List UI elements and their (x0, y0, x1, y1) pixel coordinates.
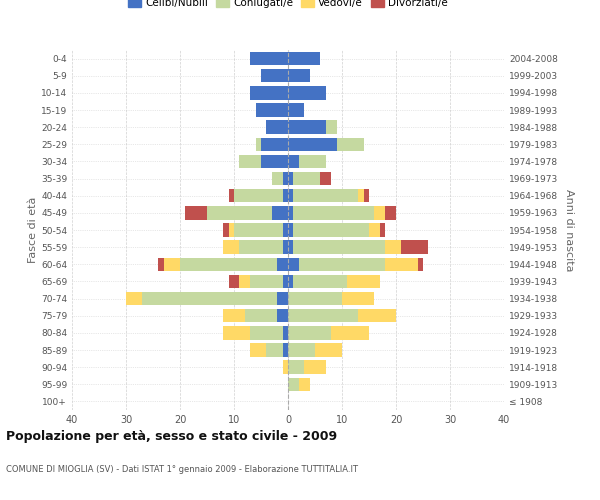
Bar (223, 309, 245, 322)
Bar (207, 206, 272, 220)
Text: Popolazione per età, sesso e stato civile - 2009: Popolazione per età, sesso e stato civil… (6, 430, 337, 443)
Bar (250, 86, 288, 100)
Y-axis label: Fasce di età: Fasce di età (28, 197, 38, 263)
Bar (229, 189, 234, 202)
Bar (266, 344, 283, 356)
Bar (288, 138, 337, 151)
Bar (293, 224, 369, 236)
Bar (272, 206, 288, 220)
Bar (223, 326, 250, 340)
Bar (293, 172, 320, 186)
Bar (288, 206, 293, 220)
Bar (245, 309, 277, 322)
Bar (337, 138, 364, 151)
Bar (164, 258, 180, 271)
Bar (288, 344, 315, 356)
Bar (331, 326, 369, 340)
Bar (288, 360, 304, 374)
Bar (288, 52, 320, 66)
Bar (288, 224, 293, 236)
Y-axis label: Anni di nascita: Anni di nascita (563, 188, 574, 271)
Bar (288, 120, 326, 134)
Bar (380, 224, 385, 236)
Bar (261, 69, 288, 82)
Bar (288, 104, 304, 117)
Bar (261, 138, 288, 151)
Bar (385, 206, 396, 220)
Bar (283, 344, 288, 356)
Bar (358, 309, 396, 322)
Bar (256, 104, 288, 117)
Bar (239, 274, 250, 288)
Bar (277, 309, 288, 322)
Bar (283, 224, 288, 236)
Bar (288, 86, 326, 100)
Bar (347, 274, 380, 288)
Bar (288, 240, 293, 254)
Bar (385, 258, 418, 271)
Bar (223, 224, 229, 236)
Bar (342, 292, 374, 306)
Bar (283, 189, 288, 202)
Bar (250, 344, 266, 356)
Bar (288, 189, 293, 202)
Bar (293, 206, 374, 220)
Bar (288, 309, 358, 322)
Bar (223, 240, 239, 254)
Bar (288, 274, 293, 288)
Bar (250, 52, 288, 66)
Bar (185, 206, 207, 220)
Bar (299, 378, 310, 391)
Bar (283, 240, 288, 254)
Legend: Celibi/Nubili, Coniugati/e, Vedovi/e, Divorziati/e: Celibi/Nubili, Coniugati/e, Vedovi/e, Di… (124, 0, 452, 12)
Bar (288, 292, 342, 306)
Bar (239, 240, 283, 254)
Bar (180, 258, 277, 271)
Bar (288, 258, 299, 271)
Bar (126, 292, 142, 306)
Bar (158, 258, 164, 271)
Bar (283, 326, 288, 340)
Bar (283, 360, 288, 374)
Bar (299, 258, 385, 271)
Bar (293, 189, 358, 202)
Bar (293, 274, 347, 288)
Bar (256, 138, 261, 151)
Bar (385, 240, 401, 254)
Bar (369, 224, 380, 236)
Bar (320, 172, 331, 186)
Bar (358, 189, 364, 202)
Bar (418, 258, 423, 271)
Bar (326, 120, 337, 134)
Bar (277, 258, 288, 271)
Bar (283, 274, 288, 288)
Text: COMUNE DI MIOGLIA (SV) - Dati ISTAT 1° gennaio 2009 - Elaborazione TUTTITALIA.IT: COMUNE DI MIOGLIA (SV) - Dati ISTAT 1° g… (6, 465, 358, 474)
Bar (277, 292, 288, 306)
Bar (234, 189, 283, 202)
Bar (401, 240, 428, 254)
Bar (283, 172, 288, 186)
Bar (234, 224, 283, 236)
Bar (374, 206, 385, 220)
Bar (229, 224, 234, 236)
Bar (293, 240, 385, 254)
Bar (250, 274, 283, 288)
Bar (239, 154, 261, 168)
Bar (288, 326, 331, 340)
Bar (288, 154, 299, 168)
Bar (288, 69, 310, 82)
Bar (304, 360, 326, 374)
Bar (288, 378, 299, 391)
Bar (272, 172, 283, 186)
Bar (288, 172, 293, 186)
Bar (229, 274, 239, 288)
Bar (261, 154, 288, 168)
Bar (266, 120, 288, 134)
Bar (142, 292, 277, 306)
Bar (250, 326, 283, 340)
Bar (364, 189, 369, 202)
Bar (299, 154, 326, 168)
Bar (315, 344, 342, 356)
